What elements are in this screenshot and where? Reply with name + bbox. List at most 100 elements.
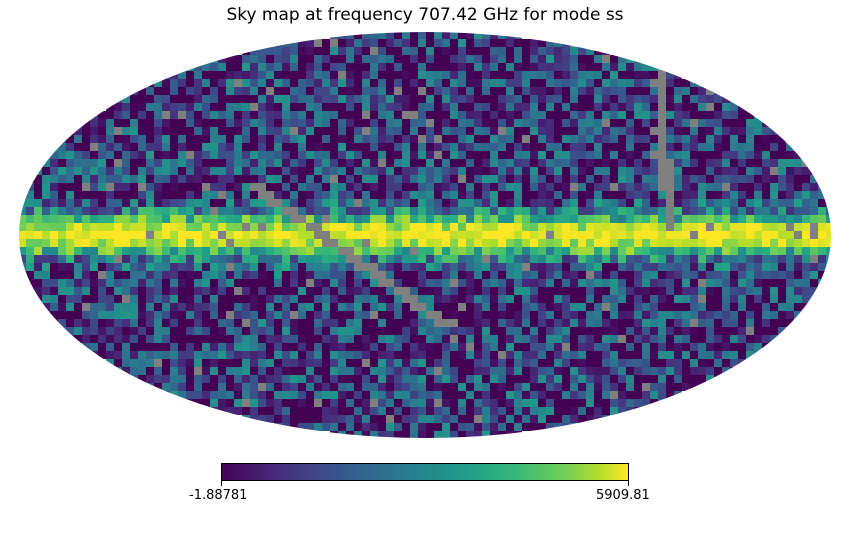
map-pixel: [474, 343, 482, 351]
map-pixel: [242, 407, 250, 415]
map-pixel: [122, 263, 130, 271]
map-pixel: [74, 327, 82, 335]
map-pixel: [66, 199, 74, 207]
map-pixel: [442, 63, 450, 71]
map-pixel: [162, 375, 170, 383]
map-pixel: [194, 71, 202, 79]
map-pixel: [578, 415, 586, 423]
map-pixel: [322, 407, 330, 415]
map-pixel: [778, 303, 786, 311]
map-pixel: [618, 303, 626, 311]
map-pixel: [530, 311, 538, 319]
map-pixel: [362, 191, 370, 199]
map-pixel: [322, 63, 330, 71]
map-pixel: [122, 239, 130, 247]
map-pixel: [394, 95, 402, 103]
map-pixel: [674, 143, 682, 151]
map-pixel: [274, 87, 282, 95]
map-pixel: [186, 311, 194, 319]
map-pixel: [578, 383, 586, 391]
map-pixel: [426, 199, 434, 207]
map-pixel: [442, 247, 450, 255]
map-pixel: [674, 159, 682, 167]
map-pixel: [402, 39, 410, 47]
map-pixel: [330, 183, 338, 191]
map-pixel: [426, 247, 434, 255]
map-pixel: [578, 183, 586, 191]
map-pixel: [474, 303, 482, 311]
map-pixel: [314, 423, 322, 431]
map-pixel: [514, 255, 522, 263]
map-pixel: [218, 207, 226, 215]
map-pixel: [546, 255, 554, 263]
map-pixel: [354, 103, 362, 111]
map-pixel: [122, 327, 130, 335]
map-pixel: [362, 167, 370, 175]
map-pixel: [402, 87, 410, 95]
map-pixel: [618, 119, 626, 127]
map-pixel: [154, 159, 162, 167]
map-pixel: [714, 359, 722, 367]
map-pixel: [650, 247, 658, 255]
map-pixel: [738, 143, 746, 151]
map-pixel: [178, 375, 186, 383]
map-pixel: [690, 167, 698, 175]
map-pixel: [586, 191, 594, 199]
map-pixel: [186, 175, 194, 183]
map-pixel: [426, 231, 434, 239]
map-pixel: [234, 359, 242, 367]
map-pixel: [650, 63, 658, 71]
map-pixel: [234, 231, 242, 239]
map-pixel: [234, 351, 242, 359]
map-pixel: [778, 215, 786, 223]
map-pixel: [394, 335, 402, 343]
map-pixel: [554, 151, 562, 159]
map-pixel: [178, 135, 186, 143]
map-pixel: [434, 343, 442, 351]
map-pixel: [570, 191, 578, 199]
map-pixel: [522, 255, 530, 263]
map-pixel: [162, 263, 170, 271]
map-pixel: [442, 383, 450, 391]
map-pixel: [370, 399, 378, 407]
map-pixel: [218, 279, 226, 287]
map-pixel: [106, 303, 114, 311]
map-pixel: [714, 95, 722, 103]
map-pixel: [114, 367, 122, 375]
map-pixel: [274, 271, 282, 279]
map-pixel: [34, 167, 42, 175]
map-pixel: [354, 223, 362, 231]
map-pixel: [722, 327, 730, 335]
map-pixel: [186, 111, 194, 119]
map-pixel: [610, 271, 618, 279]
map-pixel: [682, 119, 690, 127]
map-pixel: [130, 303, 138, 311]
map-pixel: [602, 295, 610, 303]
map-pixel: [162, 319, 170, 327]
map-pixel: [514, 151, 522, 159]
map-pixel: [730, 335, 738, 343]
map-pixel: [778, 271, 786, 279]
map-pixel: [490, 271, 498, 279]
map-pixel: [218, 407, 226, 415]
map-pixel: [386, 135, 394, 143]
map-pixel: [602, 47, 610, 55]
map-pixel: [114, 167, 122, 175]
map-pixel: [650, 127, 658, 135]
map-pixel: [418, 303, 426, 311]
map-pixel: [346, 32, 354, 39]
map-pixel: [386, 47, 394, 55]
map-pixel: [642, 167, 650, 175]
map-pixel: [666, 327, 674, 335]
map-pixel: [298, 79, 306, 87]
map-pixel: [19, 247, 26, 255]
map-pixel: [266, 151, 274, 159]
map-pixel: [594, 343, 602, 351]
map-pixel: [202, 87, 210, 95]
map-pixel: [650, 263, 658, 271]
map-pixel: [266, 87, 274, 95]
map-pixel: [450, 279, 458, 287]
map-pixel: [74, 263, 82, 271]
map-pixel: [594, 79, 602, 87]
map-pixel: [170, 247, 178, 255]
